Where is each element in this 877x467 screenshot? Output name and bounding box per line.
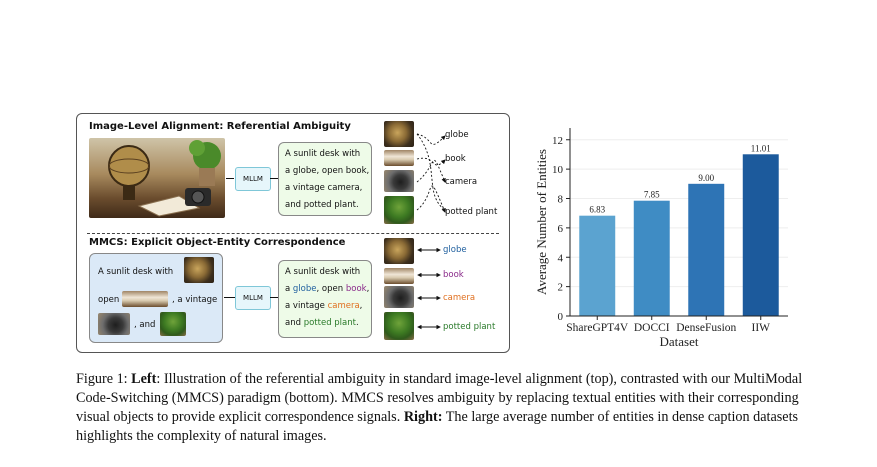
mmcs-input-line-2b: , a vintage [172,295,218,305]
bottom-entity-book: book [443,270,464,280]
globe-thumbnail-bottom [384,238,414,264]
camera-thumbnail-top [384,170,414,192]
caption-entity-potted-plant: potted plant [303,318,356,328]
caption-part-2: The large average number of entities in … [76,409,799,444]
y-tick-label: 6 [558,223,564,235]
desk-scene-art [108,140,221,217]
arrow-to-caption-top [270,178,278,179]
bar-value-label: 11.01 [751,143,771,153]
x-axis-label: Dataset [660,334,699,349]
plant-thumbnail-bottom [384,312,414,340]
top-entity-potted-plant: potted plant [445,207,498,217]
bottom-caption-line-1: A sunlit desk with [285,267,361,277]
chart-labels: 0 2 4 6 8 10 12 6.83 ShareGPT4V 7.85 DOCCI 9.00 Dens… [534,135,771,349]
bar-value-label: 9.00 [698,173,714,183]
bottom-entity-potted-plant: potted plant [443,322,496,332]
camera-thumbnail-bottom [384,286,414,308]
arrow-to-mllm-top [226,178,234,179]
y-tick-label: 0 [558,311,564,323]
arrow-to-mllm-bottom [224,297,235,298]
bottom-entity-camera: camera [443,293,476,303]
mllm-box-top: MLLM [235,167,271,191]
ambiguity-dashed-links [416,133,446,213]
bar-docci [633,200,670,316]
mllm-box-bottom: MLLM [235,286,271,310]
camera-inline-image [98,313,130,335]
arrow-to-caption-bottom [270,297,278,298]
y-tick-label: 8 [558,194,564,206]
caption-right-word: Right: [403,409,443,425]
bar-iiw [742,154,779,316]
top-caption-box: A sunlit desk with a globe, open book, a… [278,142,372,216]
book-thumbnail-top [384,150,414,166]
plant-thumbnail-top [384,196,414,224]
top-caption-line-3: a vintage camera, [285,183,363,193]
figure-caption: Figure 1: Left: Illustration of the refe… [76,370,806,446]
bottom-caption-line-4: and potted plant. [285,318,359,328]
bottom-section-title: MMCS: Explicit Object-Entity Corresponde… [89,237,346,248]
y-tick-label: 10 [552,164,564,176]
mmcs-input-line-1: A sunlit desk with [98,267,174,277]
y-tick-label: 12 [552,135,563,147]
bottom-entity-globe: globe [443,245,467,255]
bottom-caption-box: A sunlit desk with a globe, open book, a… [278,260,372,338]
caption-entity-camera: camera [327,301,360,311]
bars [579,154,779,316]
correspondence-arrows [417,247,441,330]
x-tick-label: ShareGPT4V [566,322,629,334]
mmcs-input-line-3: , and [134,320,156,330]
top-entity-camera: camera [445,177,478,187]
book-thumbnail-bottom [384,268,414,284]
axes [566,128,788,320]
top-caption-line-2: a globe, open book, [285,166,370,176]
caption-entity-globe: globe [292,284,317,294]
plant-inline-image [160,312,186,336]
bar-value-label: 7.85 [644,190,660,200]
bottom-caption-line-3: a vintage camera, [285,301,363,311]
globe-inline-image [184,257,214,283]
bar-value-label: 6.83 [589,205,605,215]
bar-sharegpt4v [579,215,616,316]
x-tick-label: DenseFusion [676,322,736,334]
desk-scene-image [89,138,225,218]
top-section-title: Image-Level Alignment: Referential Ambig… [89,121,351,132]
x-tick-label: DOCCI [634,322,670,334]
top-entity-globe: globe [445,130,469,140]
top-entity-book: book [445,154,466,164]
y-tick-label: 2 [558,282,564,294]
x-tick-label: IIW [751,322,770,334]
entity-count-bar-chart: 0 2 4 6 8 10 12 6.83 ShareGPT4V 7.85 DOCCI 9.00 Dens… [534,128,788,349]
bar-densefusion [688,183,725,316]
caption-part-1: : Illustration of the referential ambigu… [76,371,803,425]
globe-thumbnail-top [384,121,414,147]
mmcs-input-box: A sunlit desk with open , a vintage , an… [89,253,223,343]
caption-entity-book: book [345,284,367,294]
top-caption-line-4: and potted plant. [285,200,359,210]
y-tick-label: 4 [558,252,564,264]
caption-left-word: Left [131,371,157,387]
mmcs-input-line-2a: open [98,295,120,305]
top-caption-line-1: A sunlit desk with [285,149,361,159]
section-divider [87,233,499,234]
y-axis-label: Average Number of Entities [534,149,549,295]
book-inline-image [122,291,168,307]
mmcs-diagram: Image-Level Alignment: Referential Ambig… [76,113,510,353]
caption-prefix: Figure 1: [76,371,132,387]
bottom-caption-line-2: a globe, open book, [285,284,370,294]
